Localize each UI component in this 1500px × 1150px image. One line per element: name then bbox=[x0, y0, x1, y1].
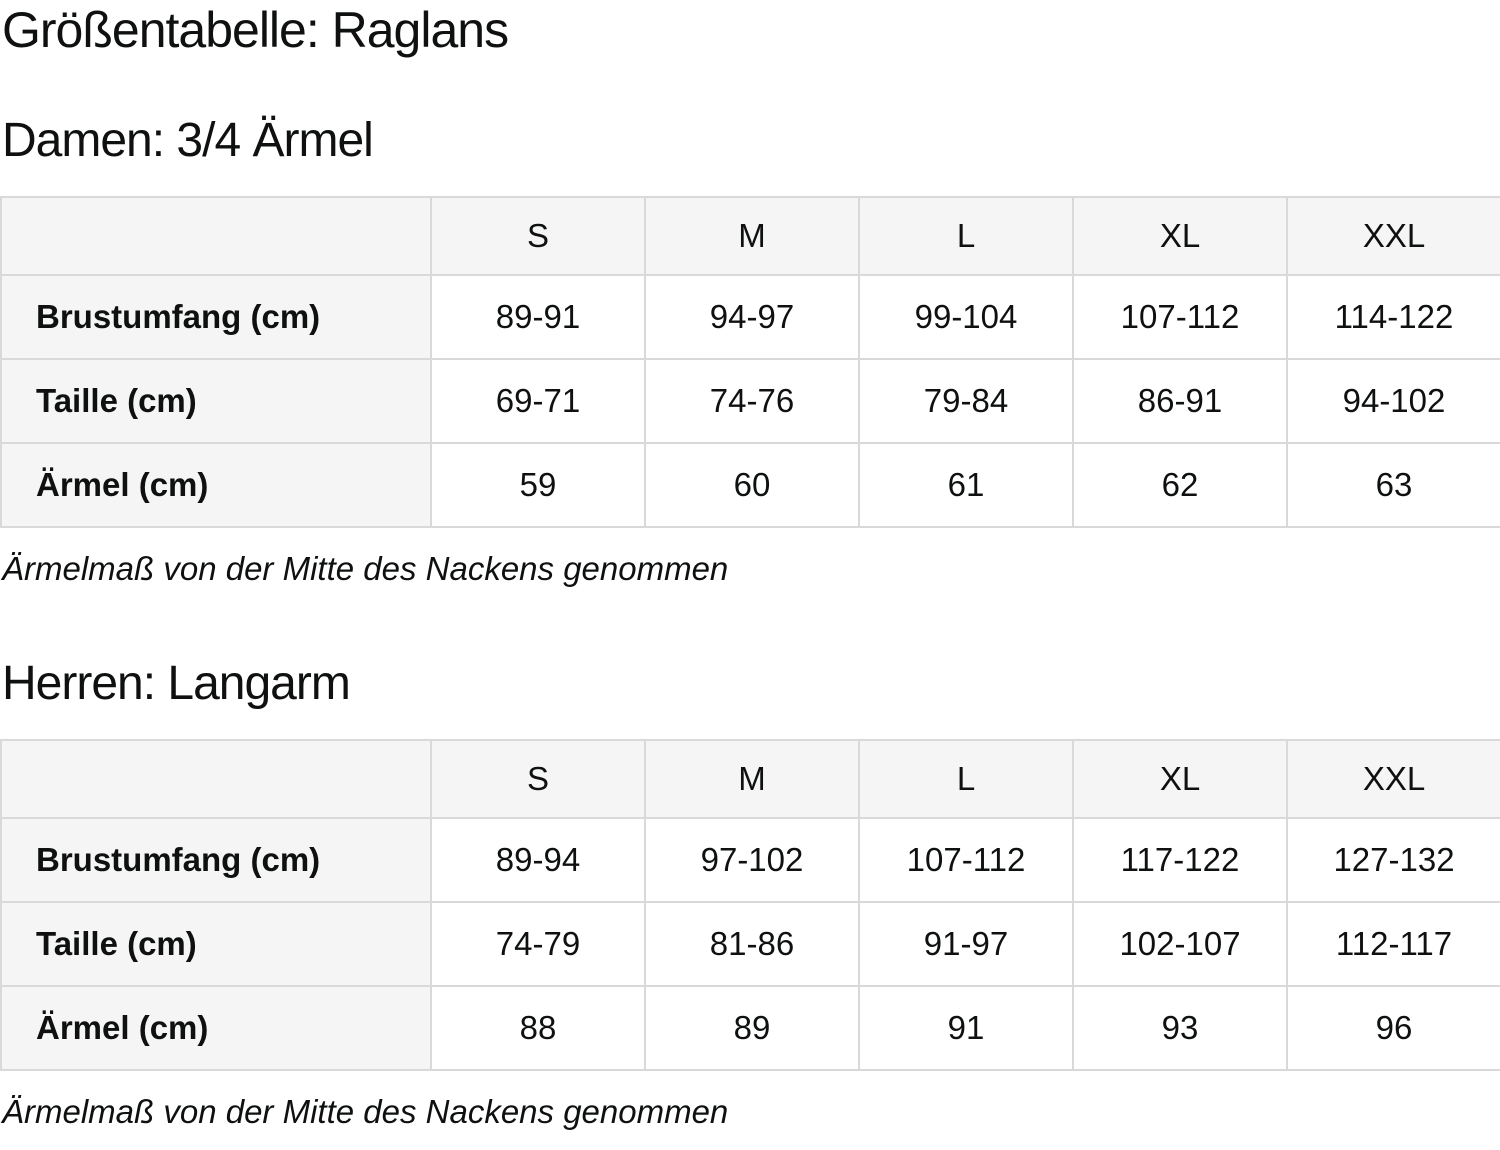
size-table-herren: S M L XL XXL Brustumfang (cm) 89-94 97-102 107-1… bbox=[0, 739, 1500, 1071]
measurement-value: 91 bbox=[858, 985, 1074, 1071]
measurement-value: 89-91 bbox=[430, 274, 646, 360]
measurement-value: 79-84 bbox=[858, 358, 1074, 444]
measurement-value: 88 bbox=[430, 985, 646, 1071]
measurement-value: 69-71 bbox=[430, 358, 646, 444]
measurement-value: 99-104 bbox=[858, 274, 1074, 360]
measurement-value: 102-107 bbox=[1072, 901, 1288, 987]
measurement-value: 61 bbox=[858, 442, 1074, 528]
measurement-row: Ärmel (cm) 88 89 91 93 96 bbox=[0, 985, 1500, 1071]
size-column-header-xl: XL bbox=[1072, 739, 1288, 819]
size-column-header-xl: XL bbox=[1072, 196, 1288, 276]
measurement-label: Brustumfang (cm) bbox=[0, 817, 432, 903]
sleeve-measure-note-damen: Ärmelmaß von der Mitte des Nackens genom… bbox=[2, 550, 729, 587]
corner-cell bbox=[0, 196, 432, 276]
measurement-value: 89 bbox=[644, 985, 860, 1071]
measurement-label: Ärmel (cm) bbox=[0, 442, 432, 528]
measurement-value: 62 bbox=[1072, 442, 1288, 528]
size-column-header-l: L bbox=[858, 739, 1074, 819]
size-column-header-s: S bbox=[430, 739, 646, 819]
measurement-value: 63 bbox=[1286, 442, 1500, 528]
size-column-header-m: M bbox=[644, 739, 860, 819]
measurement-value: 60 bbox=[644, 442, 860, 528]
size-header-row: S M L XL XXL bbox=[0, 739, 1500, 819]
measurement-label: Taille (cm) bbox=[0, 901, 432, 987]
measurement-value: 86-91 bbox=[1072, 358, 1288, 444]
measurement-value: 93 bbox=[1072, 985, 1288, 1071]
corner-cell bbox=[0, 739, 432, 819]
measurement-value: 97-102 bbox=[644, 817, 860, 903]
measurement-value: 94-97 bbox=[644, 274, 860, 360]
size-header-row: S M L XL XXL bbox=[0, 196, 1500, 276]
measurement-value: 89-94 bbox=[430, 817, 646, 903]
size-column-header-s: S bbox=[430, 196, 646, 276]
measurement-value: 107-112 bbox=[858, 817, 1074, 903]
measurement-value: 94-102 bbox=[1286, 358, 1500, 444]
size-column-header-xxl: XXL bbox=[1286, 739, 1500, 819]
size-column-header-l: L bbox=[858, 196, 1074, 276]
measurement-row: Taille (cm) 74-79 81-86 91-97 102-107 112-117 bbox=[0, 901, 1500, 987]
measurement-label: Brustumfang (cm) bbox=[0, 274, 432, 360]
size-column-header-xxl: XXL bbox=[1286, 196, 1500, 276]
measurement-value: 96 bbox=[1286, 985, 1500, 1071]
measurement-value: 74-76 bbox=[644, 358, 860, 444]
measurement-row: Brustumfang (cm) 89-91 94-97 99-104 107-112 1… bbox=[0, 274, 1500, 360]
measurement-value: 107-112 bbox=[1072, 274, 1288, 360]
measurement-value: 112-117 bbox=[1286, 901, 1500, 987]
measurement-row: Taille (cm) 69-71 74-76 79-84 86-91 94-102 bbox=[0, 358, 1500, 444]
measurement-value: 117-122 bbox=[1072, 817, 1288, 903]
measurement-value: 59 bbox=[430, 442, 646, 528]
section-herren: Herren: Langarm S M L XL XXL Brustumfang (cm)… bbox=[0, 655, 1500, 1134]
section-title-herren: Herren: Langarm bbox=[2, 657, 351, 710]
section-title-damen: Damen: 3/4 Ärmel bbox=[2, 114, 374, 167]
measurement-label: Ärmel (cm) bbox=[0, 985, 432, 1071]
measurement-value: 91-97 bbox=[858, 901, 1074, 987]
page-title: Größentabelle: Raglans bbox=[2, 2, 509, 58]
size-column-header-m: M bbox=[644, 196, 860, 276]
measurement-value: 81-86 bbox=[644, 901, 860, 987]
measurement-label: Taille (cm) bbox=[0, 358, 432, 444]
measurement-value: 114-122 bbox=[1286, 274, 1500, 360]
size-table-damen: S M L XL XXL Brustumfang (cm) 89-91 94-97 99-104… bbox=[0, 196, 1500, 528]
measurement-row: Brustumfang (cm) 89-94 97-102 107-112 117-12… bbox=[0, 817, 1500, 903]
section-damen: Damen: 3/4 Ärmel S M L XL XXL Brustumfang (cm… bbox=[0, 112, 1500, 591]
measurement-value: 74-79 bbox=[430, 901, 646, 987]
measurement-row: Ärmel (cm) 59 60 61 62 63 bbox=[0, 442, 1500, 528]
measurement-value: 127-132 bbox=[1286, 817, 1500, 903]
sleeve-measure-note-herren: Ärmelmaß von der Mitte des Nackens genom… bbox=[2, 1093, 729, 1130]
